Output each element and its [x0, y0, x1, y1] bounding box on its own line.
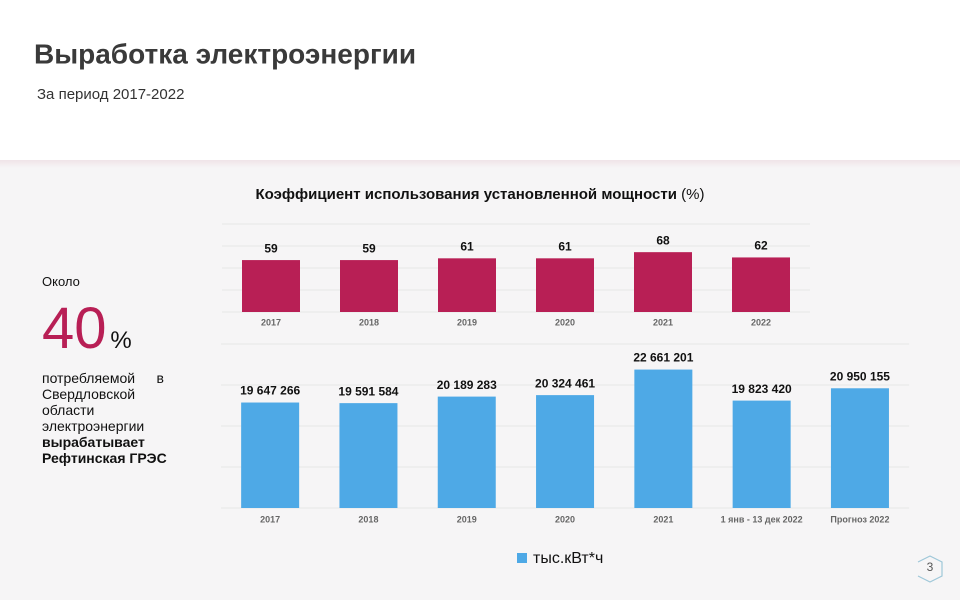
x-tick-label: 2018 — [358, 514, 378, 524]
page-number: 3 — [927, 560, 934, 574]
side-note: Около 40 % потребляемой в Свердловской о… — [42, 274, 192, 466]
header-bg — [0, 0, 960, 160]
chart-title-unit: (%) — [681, 186, 704, 203]
data-label: 20 189 283 — [437, 378, 497, 392]
side-number: 40 — [42, 296, 107, 361]
bar — [438, 258, 496, 312]
x-tick-label: 2022 — [751, 317, 771, 327]
bar — [340, 260, 398, 312]
bar — [437, 396, 496, 508]
x-tick-label: 2021 — [653, 317, 673, 327]
side-bold: вырабатывает Рефтинская ГРЭС — [42, 434, 167, 466]
bar — [339, 403, 398, 508]
bar — [732, 400, 791, 508]
bar — [634, 252, 692, 312]
page-icon — [917, 555, 943, 583]
x-tick-label: Прогноз 2022 — [830, 514, 889, 524]
legend-label: тыс.кВт*ч — [533, 550, 603, 567]
data-label: 20 950 155 — [830, 369, 890, 383]
x-tick-label: 1 янв - 13 дек 2022 — [721, 514, 803, 524]
side-figure: 40 % — [42, 296, 192, 362]
header-shadow — [0, 160, 960, 168]
subtitle: За период 2017-2022 — [37, 86, 184, 103]
data-label: 19 647 266 — [240, 384, 300, 398]
x-tick-label: 2020 — [555, 317, 575, 327]
data-label: 22 661 201 — [633, 351, 693, 365]
data-label: 59 — [362, 241, 376, 255]
bar — [536, 258, 594, 312]
chart-title: Коэффициент использования установленной … — [256, 186, 705, 203]
bar — [830, 388, 889, 508]
data-label: 19 823 420 — [732, 382, 792, 396]
bar — [732, 257, 790, 312]
chart-title-main: Коэффициент использования установленной … — [256, 186, 677, 203]
bar — [634, 369, 693, 508]
side-unit: % — [110, 327, 132, 354]
data-label: 61 — [558, 239, 572, 253]
x-tick-label: 2021 — [653, 514, 673, 524]
data-label: 62 — [754, 239, 768, 253]
title: Выработка электроэнергии — [34, 38, 416, 69]
x-tick-label: 2018 — [359, 317, 379, 327]
data-label: 59 — [264, 241, 278, 255]
x-tick-label: 2019 — [457, 317, 477, 327]
bar — [241, 402, 300, 508]
x-tick-label: 2019 — [457, 514, 477, 524]
side-text: потребляемой в Свердловской области элек… — [42, 370, 164, 434]
x-tick-label: 2017 — [260, 514, 280, 524]
bar — [536, 395, 595, 508]
data-label: 68 — [656, 233, 670, 247]
side-prefix: Около — [42, 274, 80, 289]
data-label: 61 — [460, 239, 474, 253]
data-label: 19 591 584 — [338, 384, 398, 398]
legend-swatch — [517, 553, 527, 563]
x-tick-label: 2017 — [261, 317, 281, 327]
x-tick-label: 2020 — [555, 514, 575, 524]
bar — [242, 260, 300, 312]
data-label: 20 324 461 — [535, 376, 595, 390]
